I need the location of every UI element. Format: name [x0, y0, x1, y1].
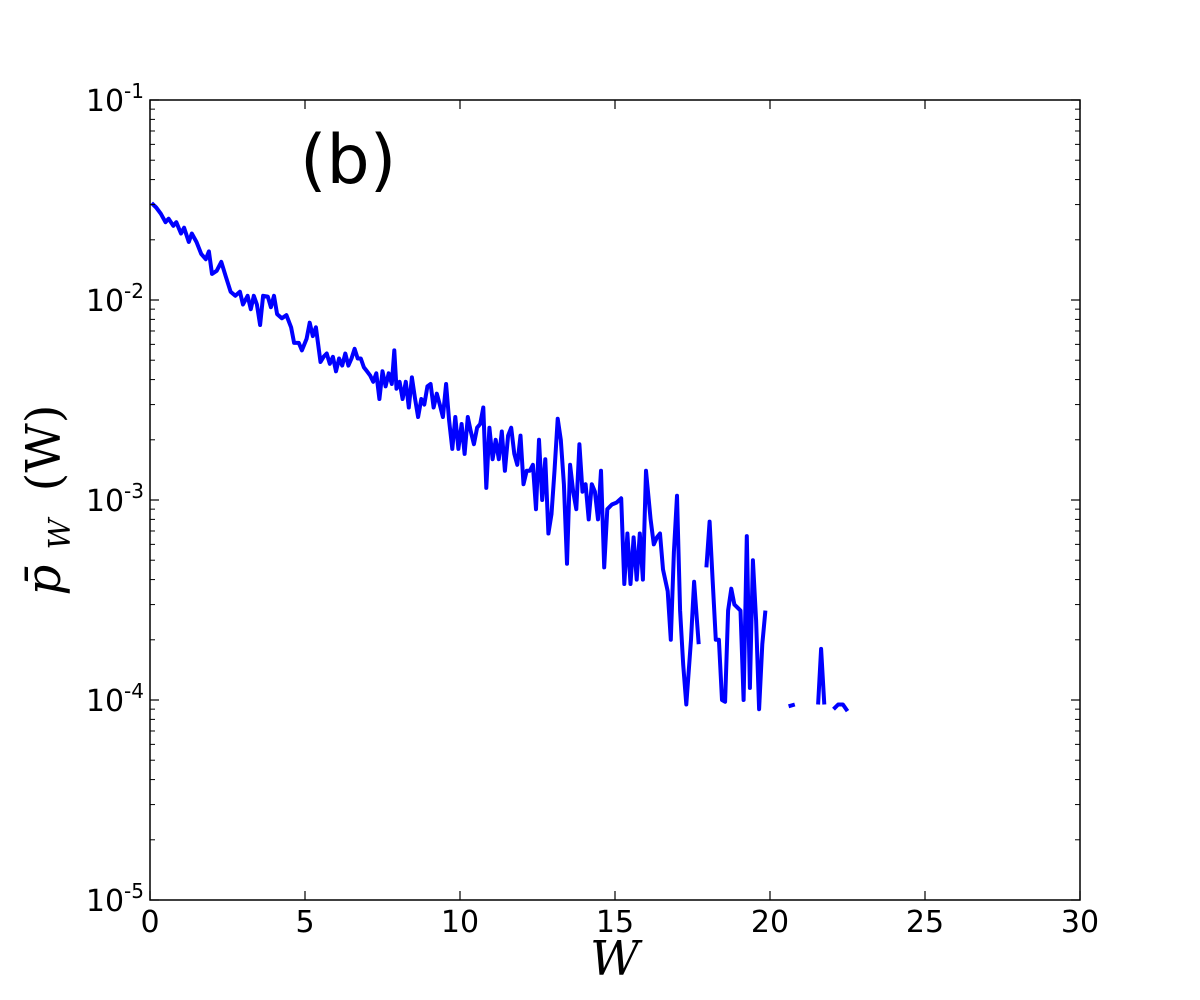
y-tick-label-exp-1: -2 — [124, 279, 144, 303]
series-0-segment-4 — [832, 702, 850, 713]
y-axis-label-main: p̄ — [16, 565, 72, 596]
x-tick-label-5: 25 — [906, 905, 944, 940]
x-tick-label-1: 5 — [295, 905, 314, 940]
plot-frame — [149, 99, 1081, 901]
y-axis-label-arg: (W) — [16, 405, 72, 492]
y-tick-label-0: 10-1 — [86, 79, 144, 119]
ticks-layer — [149, 99, 1081, 901]
y-tick-label-1: 10-2 — [86, 279, 144, 319]
y-tick-label-base-4: 10 — [86, 884, 124, 919]
y-axis-label: p̄ W (W) — [16, 405, 82, 596]
x-tick-label-6: 30 — [1061, 905, 1099, 940]
y-tick-label-2: 10-3 — [86, 479, 144, 519]
y-tick-label-exp-3: -4 — [124, 679, 144, 703]
series-0-segment-0 — [150, 201, 701, 707]
y-tick-label-base-3: 10 — [86, 684, 124, 719]
y-tick-label-base-1: 10 — [86, 284, 124, 319]
x-axis-label: W — [590, 931, 643, 987]
y-tick-label-base-0: 10 — [86, 84, 124, 119]
series-0-segment-2 — [788, 702, 796, 709]
x-tick-label-0: 0 — [140, 905, 159, 940]
y-tick-label-base-2: 10 — [86, 484, 124, 519]
x-tick-label-4: 20 — [751, 905, 789, 940]
y-tick-label-3: 10-4 — [86, 679, 144, 719]
y-tick-label-exp-4: -5 — [124, 879, 144, 903]
y-tick-label-4: 10-5 — [86, 879, 144, 919]
y-tick-label-exp-2: -3 — [124, 479, 144, 503]
y-axis-label-text: p̄ W (W) — [16, 405, 82, 596]
series-layer — [150, 201, 850, 713]
y-tick-label-exp-0: -1 — [124, 79, 144, 103]
series-0-segment-3 — [816, 646, 827, 705]
x-tick-label-3: 15 — [596, 905, 634, 940]
panel-label: (b) — [300, 121, 396, 200]
x-tick-label-2: 10 — [441, 905, 479, 940]
series-0-segment-1 — [704, 519, 768, 712]
y-axis-label-sub: W — [43, 516, 78, 549]
